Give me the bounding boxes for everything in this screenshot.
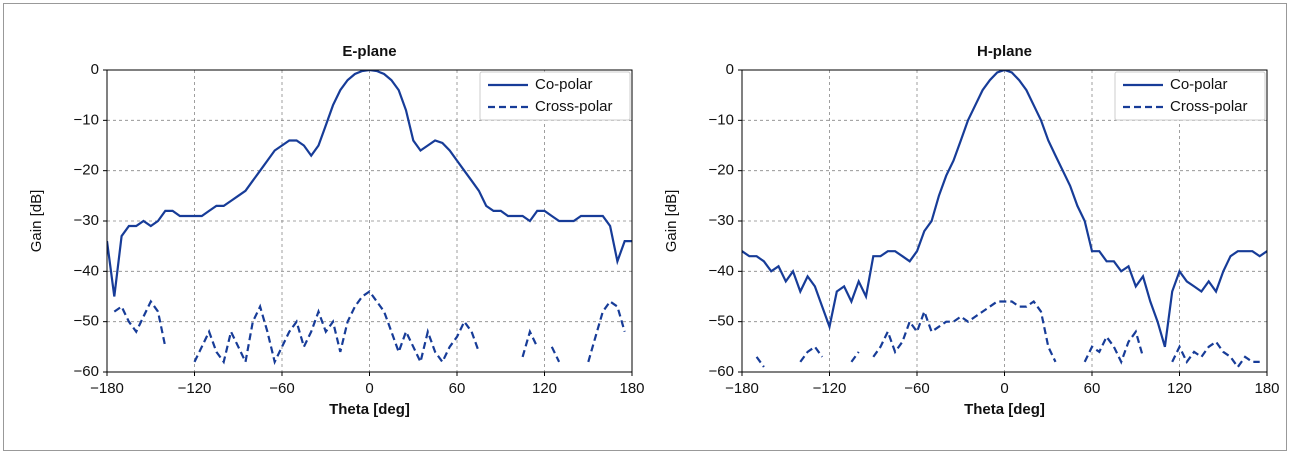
x-tick-label: −180: [725, 380, 759, 397]
y-axis-label: Gain [dB]: [28, 190, 45, 253]
y-tick-label: 0: [91, 61, 99, 78]
x-tick-label: −180: [90, 380, 124, 397]
y-tick-label: −60: [74, 363, 99, 380]
y-tick-label: −10: [709, 111, 734, 128]
y-tick-label: −40: [709, 262, 734, 279]
x-axis-label: Theta [deg]: [964, 401, 1045, 418]
chart-title: E-plane: [342, 43, 396, 60]
y-tick-label: 0: [726, 61, 734, 78]
y-tick-label: −50: [709, 313, 734, 330]
x-axis-label: Theta [deg]: [329, 401, 410, 418]
plot-frame: [741, 69, 1268, 373]
x-tick-label: −120: [813, 380, 847, 397]
y-tick-label: −60: [709, 363, 734, 380]
series-line: [107, 70, 632, 297]
legend-label: Cross-polar: [535, 98, 613, 115]
x-tick-label: 120: [1167, 380, 1192, 397]
x-tick-label: 0: [365, 380, 373, 397]
y-tick-label: −30: [74, 212, 99, 229]
series-line: [113, 289, 626, 366]
legend-label: Co-polar: [535, 76, 593, 93]
y-tick-label: −20: [709, 162, 734, 179]
x-tick-label: −60: [904, 380, 929, 397]
y-tick-label: −30: [709, 212, 734, 229]
x-tick-label: 60: [449, 380, 466, 397]
legend-label: Co-polar: [1170, 76, 1228, 93]
x-tick-label: 180: [1254, 380, 1279, 397]
chart-title: H-plane: [977, 43, 1032, 60]
series-line: [742, 70, 1267, 348]
y-tick-label: −50: [74, 313, 99, 330]
series-line: [755, 299, 1260, 369]
x-tick-label: 180: [619, 380, 644, 397]
x-tick-label: −120: [178, 380, 212, 397]
x-tick-label: −60: [269, 380, 294, 397]
y-axis-label: Gain [dB]: [663, 190, 680, 253]
plot-frame: [106, 69, 633, 373]
x-tick-label: 120: [532, 380, 557, 397]
y-tick-label: −20: [74, 162, 99, 179]
x-tick-label: 0: [1000, 380, 1008, 397]
x-tick-label: 60: [1084, 380, 1101, 397]
y-tick-label: −10: [74, 111, 99, 128]
legend-label: Cross-polar: [1170, 98, 1248, 115]
y-tick-label: −40: [74, 262, 99, 279]
